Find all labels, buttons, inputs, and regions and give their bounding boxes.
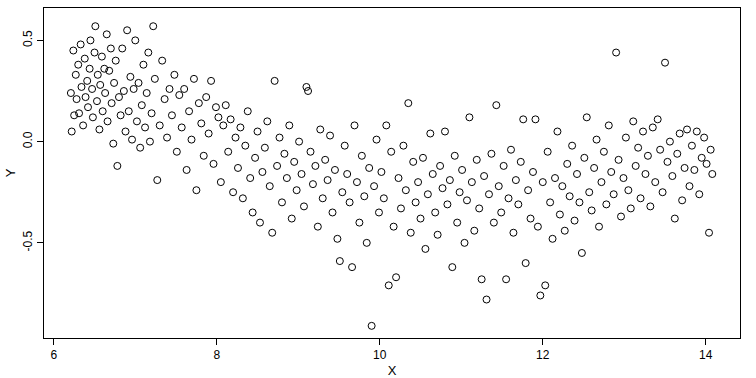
svg-text:-0.5: -0.5	[21, 230, 35, 251]
svg-text:0.5: 0.5	[21, 30, 35, 47]
svg-text:8: 8	[213, 348, 220, 362]
svg-text:6: 6	[50, 348, 57, 362]
svg-text:12: 12	[536, 348, 550, 362]
svg-text:10: 10	[373, 348, 387, 362]
svg-text:14: 14	[699, 348, 713, 362]
svg-text:X: X	[388, 363, 397, 378]
svg-text:0.0: 0.0	[21, 131, 35, 148]
svg-text:Y: Y	[3, 168, 18, 177]
